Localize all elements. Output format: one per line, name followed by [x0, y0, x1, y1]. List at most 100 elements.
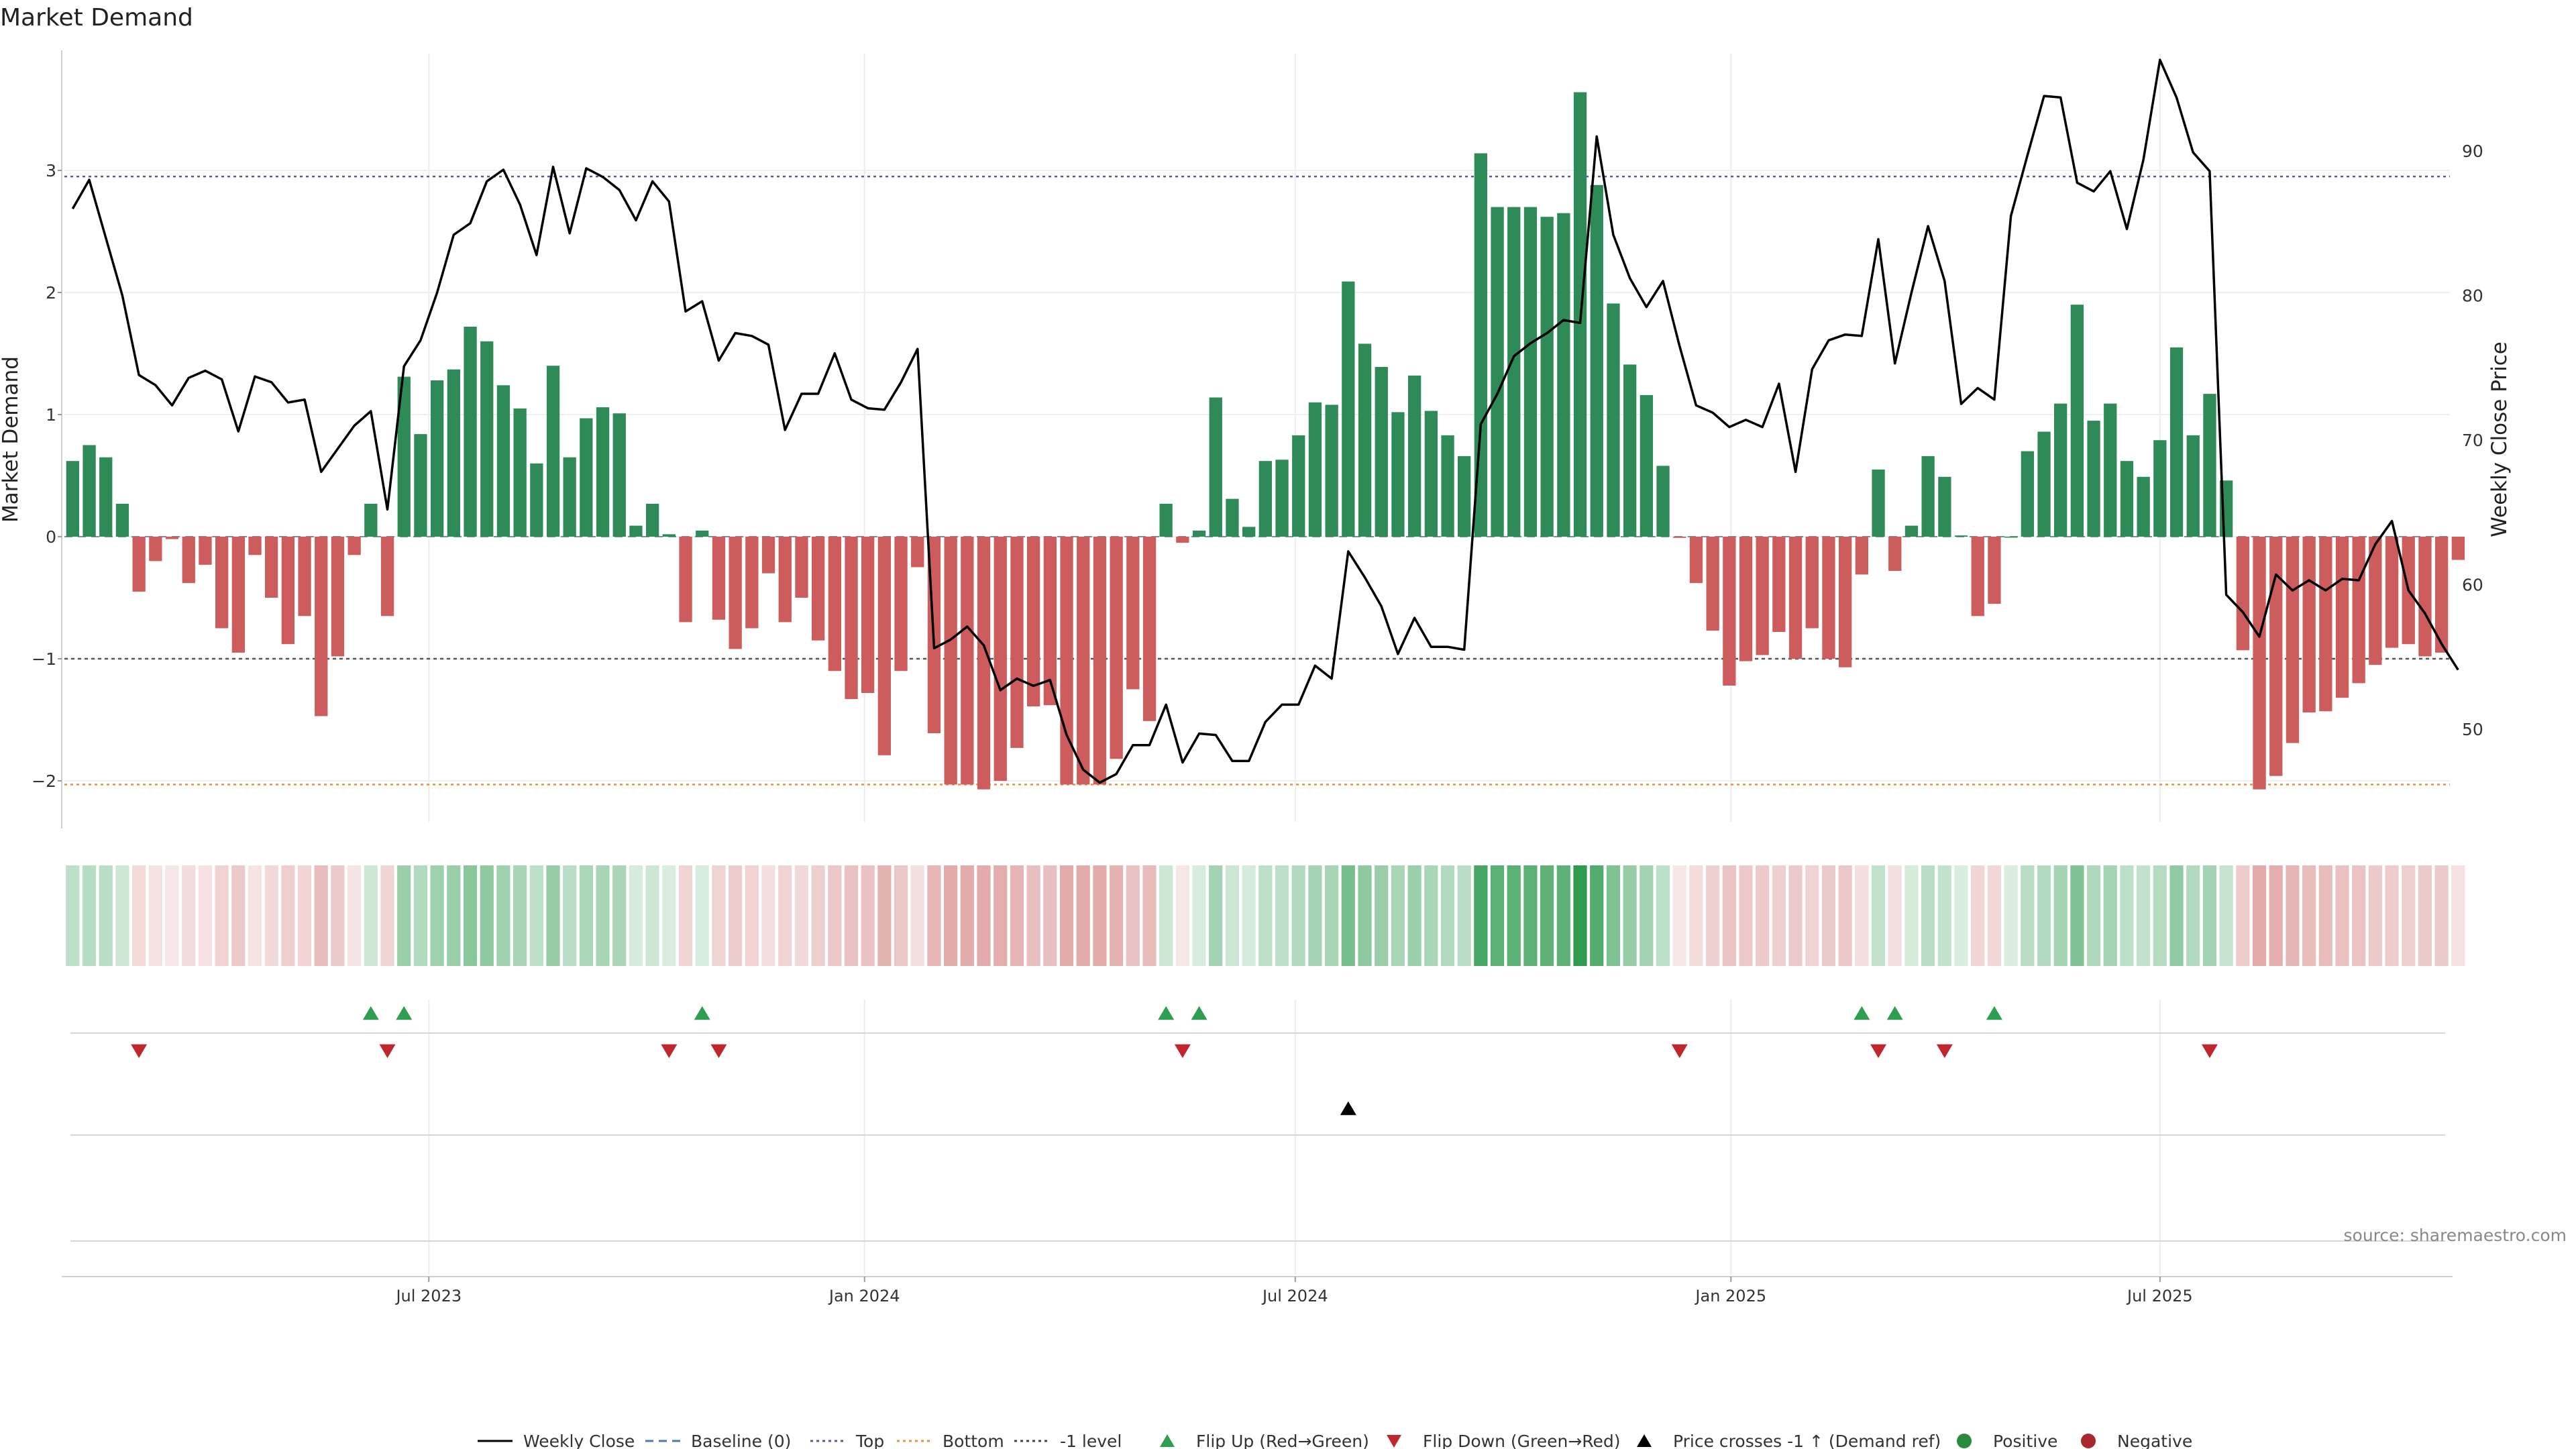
- heat-cell: [1026, 865, 1040, 966]
- legend-label: Price crosses -1 ↑ (Demand ref): [1673, 1432, 1941, 1449]
- demand-bar: [977, 537, 991, 790]
- demand-bar: [877, 537, 891, 755]
- heat-cell: [2418, 865, 2432, 966]
- demand-bar: [1607, 303, 1620, 537]
- demand-bar: [1242, 527, 1256, 537]
- demand-bar: [2137, 476, 2150, 537]
- demand-bar: [1258, 461, 1272, 537]
- legend-label: Bottom: [943, 1432, 1004, 1449]
- heat-cell: [1159, 865, 1173, 966]
- demand-bar: [132, 537, 146, 592]
- heat-cell: [1110, 865, 1124, 966]
- heat-cell: [2137, 865, 2151, 966]
- heat-cell: [1556, 865, 1570, 966]
- demand-bar: [761, 537, 775, 574]
- heat-cell: [2169, 865, 2184, 966]
- heat-cell: [297, 865, 312, 966]
- heat-cell: [1192, 865, 1206, 966]
- heat-cell: [1590, 865, 1604, 966]
- demand-bar: [2004, 537, 2018, 538]
- heat-cell: [1855, 865, 1869, 966]
- heat-cell: [927, 865, 941, 966]
- heat-cell: [1242, 865, 1256, 966]
- heat-cell: [1490, 865, 1505, 966]
- heat-cell: [1407, 865, 1421, 966]
- demand-bar: [1342, 281, 1355, 537]
- demand-bar: [729, 537, 742, 649]
- demand-bar: [2286, 537, 2300, 743]
- y-tick-label: 0: [46, 527, 56, 547]
- demand-bar: [662, 534, 676, 537]
- flip-up-marker: [1854, 1006, 1870, 1020]
- x-tick-label: Jan 2025: [1694, 1287, 1766, 1305]
- demand-bar: [2352, 537, 2365, 684]
- heat-cell: [231, 865, 246, 966]
- demand-bar: [1408, 375, 1421, 537]
- heat-cell: [1805, 865, 1819, 966]
- flip-up-marker: [694, 1006, 710, 1020]
- demand-bar: [1888, 537, 1902, 571]
- demand-bar: [66, 461, 79, 537]
- demand-bar: [347, 537, 361, 555]
- heat-cell: [960, 865, 974, 966]
- flip-down-marker: [379, 1044, 396, 1059]
- demand-bar: [828, 537, 841, 672]
- demand-bar: [2451, 537, 2465, 560]
- heat-cell: [1093, 865, 1107, 966]
- flip-down-marker: [1671, 1044, 1688, 1059]
- circle-icon: [2081, 1434, 2096, 1448]
- heat-cell: [1375, 865, 1389, 966]
- demand-bar: [281, 537, 294, 645]
- heat-cell: [596, 865, 610, 966]
- heat-cell: [1126, 865, 1140, 966]
- heat-cell: [1623, 865, 1637, 966]
- triangle-up-icon: [1160, 1434, 1175, 1447]
- heat-cell: [2318, 865, 2332, 966]
- demand-bar: [1921, 455, 1935, 537]
- demand-bars: [66, 92, 2465, 790]
- demand-bar: [2203, 394, 2216, 537]
- heat-strip: [66, 865, 2465, 966]
- heat-cell: [215, 865, 229, 966]
- heat-cell: [314, 865, 328, 966]
- y-tick-label: 2: [46, 283, 56, 303]
- demand-bar: [1756, 537, 1769, 655]
- demand-bar: [530, 463, 543, 537]
- x-tick-label: Jul 2023: [394, 1287, 462, 1305]
- heat-cell: [778, 865, 792, 966]
- heat-cell: [977, 865, 991, 966]
- demand-bar: [696, 530, 709, 537]
- heat-cell: [2269, 865, 2283, 966]
- demand-bar: [1872, 469, 1885, 537]
- demand-bar: [2037, 431, 2051, 537]
- demand-bar: [596, 407, 610, 537]
- demand-bar: [778, 537, 792, 623]
- heat-cell: [1474, 865, 1488, 966]
- legend-label: Negative: [2117, 1432, 2192, 1449]
- x-tick-label: Jan 2024: [828, 1287, 900, 1305]
- heat-cell: [1175, 865, 1189, 966]
- heat-cell: [1722, 865, 1736, 966]
- demand-bar: [1077, 537, 1090, 785]
- flip-down-marker: [710, 1044, 727, 1059]
- heat-cell: [1043, 865, 1057, 966]
- grid: [61, 50, 2453, 1277]
- heat-cell: [1540, 865, 1554, 966]
- source-note: source: sharemaestro.com: [2344, 1226, 2567, 1245]
- reference-levels: [64, 175, 2450, 786]
- legend-label: Flip Up (Red→Green): [1196, 1432, 1369, 1449]
- triangle-up-icon: [1637, 1434, 1652, 1447]
- heat-cell: [1275, 865, 1289, 966]
- demand-bar: [165, 537, 179, 539]
- y2-tick-label: 50: [2462, 720, 2483, 739]
- heat-cell: [264, 865, 278, 966]
- demand-bar: [1441, 435, 1454, 537]
- demand-bar: [1325, 405, 1338, 537]
- heat-cell: [513, 865, 527, 966]
- heat-cell: [1010, 865, 1024, 966]
- demand-bar: [1507, 207, 1521, 537]
- heat-cell: [1954, 865, 1968, 966]
- circle-icon: [1957, 1434, 1972, 1448]
- legend-item: Top: [810, 1432, 884, 1449]
- heat-cell: [132, 865, 146, 966]
